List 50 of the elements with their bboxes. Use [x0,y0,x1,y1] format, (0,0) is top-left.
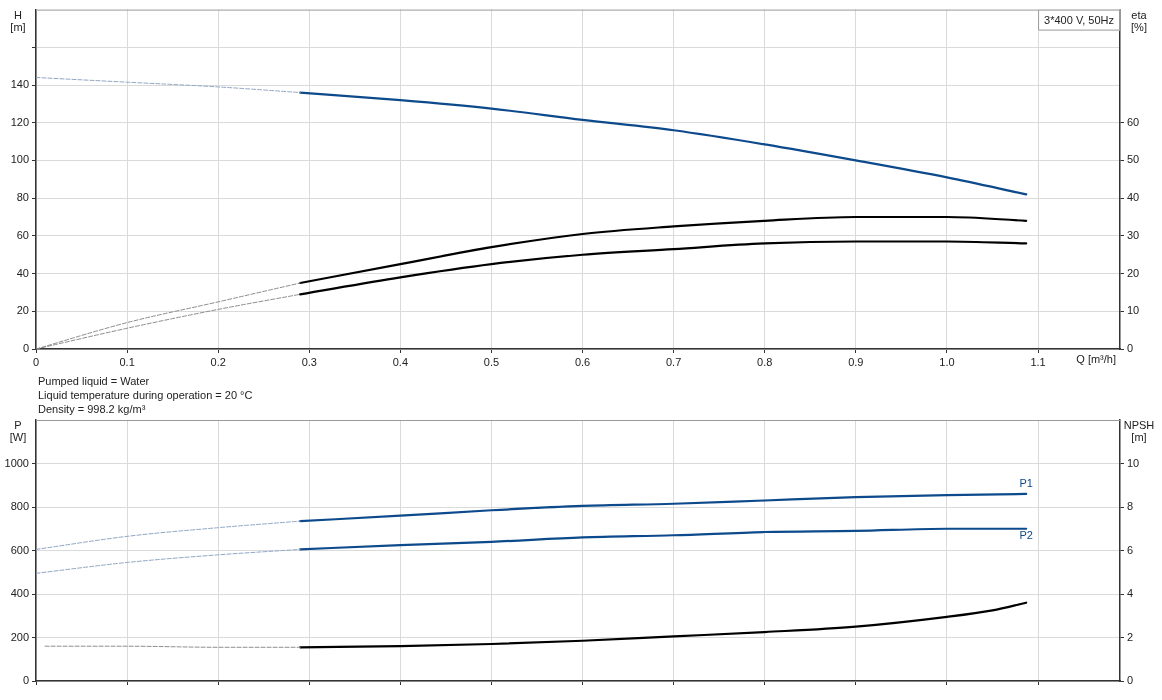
x-tick-label: 0.4 [392,355,409,368]
x-tick-label: 1.0 [939,355,955,368]
y-tick-label: 40 [16,266,29,279]
y2-axis-title: NPSH [m] [1123,419,1155,444]
y-axis-title: P [W] [9,419,27,444]
y-tick-label: 0 [22,342,29,355]
x-tick-label: 0.8 [757,355,773,368]
y-tick-label: 400 [10,587,29,600]
x-tick-label: 1.1 [1030,355,1046,368]
series-label: P1 [1019,477,1033,490]
y2-tick-label: 8 [1127,500,1134,513]
x-tick-label: 0.2 [210,355,226,368]
x-tick-label: 0.3 [301,355,317,368]
y2-tick-label: 30 [1127,228,1140,241]
y2-tick-label: 10 [1127,456,1140,469]
y2-tick-label: 10 [1127,304,1140,317]
y-tick-label: 80 [16,191,29,204]
y-tick-label: 200 [10,630,29,643]
text: Pumped liquid = Water [38,375,150,388]
y2-tick-label: 2 [1127,630,1134,643]
y-tick-label: 800 [10,500,29,513]
y2-axis-title: eta [%] [1131,8,1148,33]
y-tick-label: 100 [10,153,29,166]
y2-tick-label: 40 [1127,191,1140,204]
text: Density = 998.2 kg/m³ [38,403,146,416]
x-tick-label: 0.9 [848,355,864,368]
y-tick-label: 120 [10,115,29,128]
y2-tick-label: 0 [1127,674,1134,687]
y2-tick-label: 6 [1127,543,1134,556]
y-tick-label: 140 [10,78,29,91]
y-tick-label: 1000 [4,456,29,469]
y2-tick-label: 4 [1127,587,1134,600]
x-axis-title: Q [m³/h] [1076,353,1116,366]
text: Liquid temperature during operation = 20 °C [38,389,253,402]
y2-tick-label: 50 [1127,153,1140,166]
y2-tick-label: 0 [1127,342,1134,355]
y2-tick-label: 20 [1127,266,1140,279]
y-tick-label: 600 [10,543,29,556]
x-tick-label: 0.1 [119,355,135,368]
y2-tick-label: 60 [1127,115,1140,128]
series-label: P2 [1019,529,1033,542]
y-tick-label: 60 [16,228,29,241]
annotation: 3*400 V, 50Hz [1044,13,1115,26]
y-tick-label: 0 [22,674,29,687]
y-axis-title: H [m] [10,8,26,33]
x-tick-label: 0.6 [574,355,591,368]
x-tick-label: 0.7 [666,355,682,368]
x-tick-label: 0 [32,355,40,368]
y-tick-label: 20 [16,304,29,317]
x-tick-label: 0.5 [483,355,500,368]
